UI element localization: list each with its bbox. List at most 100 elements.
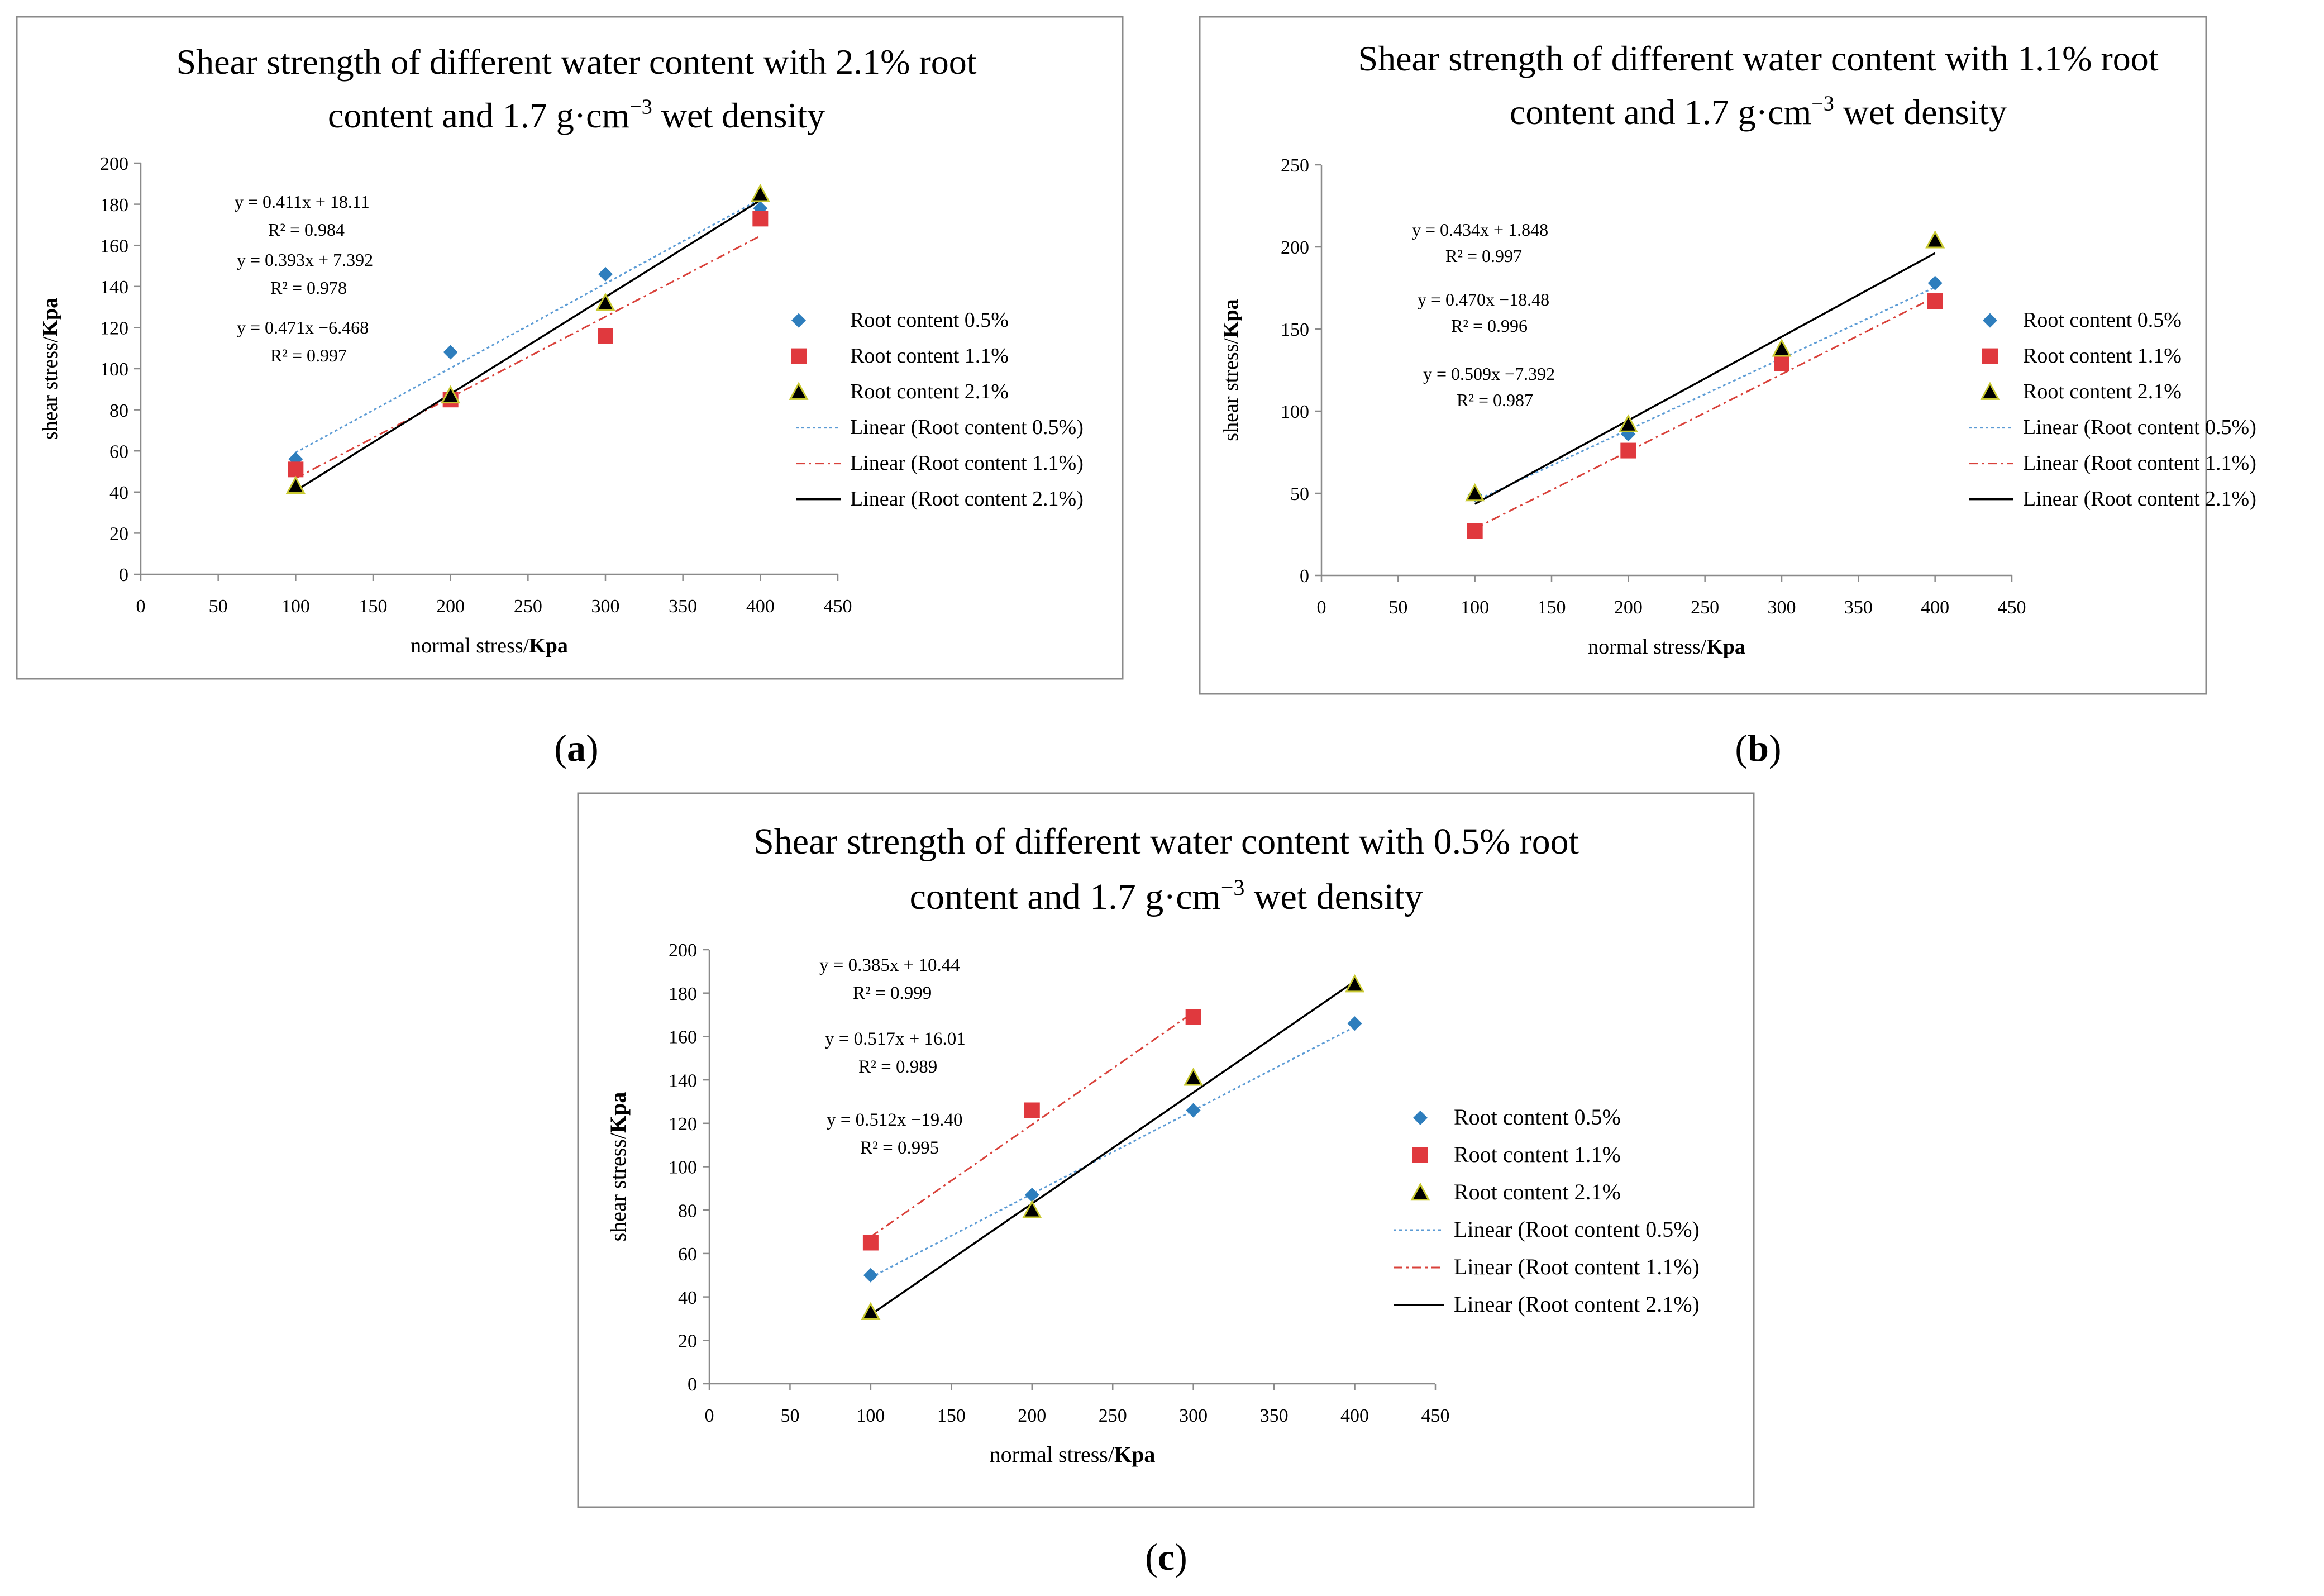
data-point — [862, 1235, 879, 1251]
title-text: wet density — [1244, 876, 1423, 917]
subfigure-caption: (a) — [554, 727, 598, 769]
y-tick-label: 100 — [1281, 402, 1309, 422]
legend-marker — [1410, 1182, 1430, 1201]
trend-equation: y = 0.434x + 1.848 — [1412, 220, 1548, 240]
data-point — [1772, 339, 1792, 357]
x-tick-label: 150 — [937, 1406, 966, 1426]
y-axis-label: shear stress/Kpa — [605, 1092, 631, 1242]
chart-c: Shear strength of different water conten… — [577, 792, 1755, 1508]
y-tick-label: 100 — [100, 359, 128, 380]
x-tick-label: 300 — [1179, 1406, 1208, 1426]
legend-label: Root content 1.1% — [2023, 344, 2182, 368]
trend-r-squared: R² = 0.996 — [1451, 316, 1528, 336]
data-point — [288, 461, 304, 478]
data-point — [861, 1302, 881, 1321]
y-tick-label: 50 — [1290, 484, 1309, 504]
x-tick-label: 400 — [746, 596, 775, 617]
legend-label: Root content 2.1% — [1454, 1179, 1621, 1204]
data-point — [1024, 1102, 1040, 1118]
trend-equation: y = 0.512x −19.40 — [827, 1110, 962, 1130]
trend-r-squared: R² = 0.984 — [268, 220, 345, 240]
trend-equation: y = 0.509x −7.392 — [1423, 364, 1555, 384]
x-tick-label: 300 — [591, 596, 620, 617]
y-tick-label: 60 — [678, 1244, 697, 1265]
x-tick-label: 100 — [856, 1406, 885, 1426]
legend-label: Linear (Root content 1.1%) — [1454, 1254, 1700, 1279]
trendline-3 — [870, 980, 1356, 1316]
chart-frame — [1199, 16, 2207, 695]
y-tick-label: 140 — [100, 277, 128, 298]
data-point — [752, 211, 769, 227]
trend-r-squared: R² = 0.987 — [1457, 390, 1533, 410]
trend-r-squared: R² = 0.997 — [1445, 246, 1522, 266]
x-tick-label: 350 — [669, 596, 697, 617]
data-point — [595, 293, 615, 311]
title-superscript: −3 — [1811, 92, 1834, 116]
y-tick-label: 200 — [100, 154, 128, 174]
x-tick-label: 150 — [359, 596, 388, 617]
x-tick-label: 450 — [824, 596, 852, 617]
trend-r-squared: R² = 0.978 — [270, 278, 347, 298]
trend-equation: y = 0.471x −6.468 — [237, 317, 369, 337]
chart-frame — [16, 16, 1124, 680]
x-tick-label: 450 — [1421, 1406, 1450, 1426]
legend-label: Linear (Root content 2.1%) — [2023, 487, 2256, 511]
chart-frame — [577, 792, 1755, 1508]
y-tick-label: 160 — [669, 1027, 697, 1048]
caption-paren: ) — [1175, 1536, 1187, 1578]
caption-paren: ( — [1735, 727, 1748, 769]
data-point — [1184, 1068, 1204, 1086]
data-point — [750, 184, 770, 202]
x-tick-label: 300 — [1768, 597, 1796, 618]
x-tick-label: 450 — [1998, 597, 2026, 618]
x-axis-label-text: normal stress/ — [1588, 635, 1707, 659]
chart-b: Shear strength of different water conten… — [1199, 16, 2256, 695]
data-point — [1345, 974, 1365, 993]
caption-paren: ( — [554, 727, 567, 769]
x-tick-label: 350 — [1260, 1406, 1289, 1426]
trend-equation: y = 0.393x + 7.392 — [237, 250, 373, 270]
x-axis-label-unit: Kpa — [1706, 635, 1745, 659]
trendline-1 — [1474, 286, 1936, 502]
x-axis-label-unit: Kpa — [1114, 1442, 1155, 1467]
x-axis-label: normal stress/Kpa — [990, 1442, 1156, 1467]
data-point — [1927, 275, 1943, 290]
y-tick-label: 40 — [678, 1288, 697, 1308]
legend-label: Root content 0.5% — [1454, 1104, 1621, 1130]
x-tick-label: 50 — [1388, 597, 1407, 618]
trend-r-squared: R² = 0.999 — [853, 983, 932, 1003]
title-text: wet density — [1834, 92, 2007, 132]
data-point — [441, 385, 461, 404]
title-text: content and 1.7 g·cm — [1510, 92, 1811, 132]
x-tick-label: 150 — [1538, 597, 1566, 618]
data-point — [1620, 442, 1636, 459]
trendline-2 — [870, 1012, 1194, 1238]
y-tick-label: 40 — [109, 483, 128, 503]
legend-label: Root content 2.1% — [2023, 380, 2182, 403]
data-point — [1186, 1103, 1201, 1118]
chart-title-line2: content and 1.7 g·cm−3 wet density — [328, 96, 825, 135]
y-axis-label-unit: Kpa — [1219, 299, 1243, 338]
data-point — [1467, 523, 1483, 539]
y-tick-label: 140 — [669, 1070, 697, 1091]
trend-r-squared: R² = 0.995 — [860, 1138, 939, 1158]
legend-label: Root content 0.5% — [850, 308, 1009, 332]
legend: Root content 0.5% Root content 1.1% Root c… — [1969, 308, 2256, 511]
x-tick-label: 350 — [1844, 597, 1873, 618]
x-tick-label: 250 — [1691, 597, 1719, 618]
legend-label: Linear (Root content 2.1%) — [850, 487, 1084, 511]
data-point — [863, 1268, 878, 1283]
y-tick-label: 80 — [109, 401, 128, 421]
legend-label: Linear (Root content 1.1%) — [850, 451, 1084, 475]
x-axis-label: normal stress/Kpa — [1588, 635, 1745, 659]
y-tick-label: 200 — [669, 940, 697, 961]
caption-paren: ) — [586, 727, 599, 769]
data-point — [598, 328, 613, 344]
x-tick-label: 0 — [136, 596, 146, 617]
legend-marker — [1983, 313, 1997, 328]
data-point — [598, 266, 613, 282]
chart-a: Shear strength of different water conten… — [16, 16, 1124, 680]
data-point — [1022, 1200, 1042, 1218]
trendline-3 — [295, 199, 761, 492]
